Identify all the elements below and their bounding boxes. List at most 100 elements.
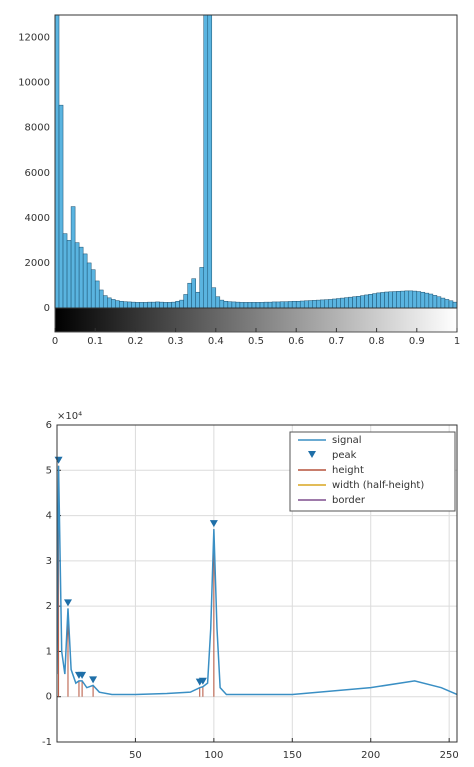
histogram-bar [94,280,100,308]
histogram-bar [135,302,140,308]
histogram-bar [175,300,180,308]
legend-swatch [308,451,316,458]
histogram-bar [251,302,257,308]
x-tick-label: 250 [440,750,459,761]
histogram-bar [388,291,393,308]
y-tick-label: 3 [46,556,52,567]
histogram-bar [86,262,92,308]
peak-marker [89,676,98,684]
histogram-bar [123,301,128,308]
y-tick-label: 6 [46,420,52,431]
histogram-bar [195,291,200,308]
histogram-bar [291,300,297,308]
histogram-bar [303,300,309,308]
histogram-bar [432,295,438,308]
histogram-bar [211,287,217,308]
histogram-bar [231,301,237,308]
histogram-bar [267,301,273,308]
plot-content [57,465,457,697]
histogram-bar [364,294,369,308]
legend-label: height [332,465,364,476]
histogram-bar [58,104,64,308]
histogram-bar [408,290,414,308]
histogram-bar [396,291,401,308]
peak-marker [63,599,72,607]
histogram-bar [344,297,349,308]
histogram-bar [384,291,389,308]
histogram-bar [235,301,241,308]
histogram-bar [312,300,317,308]
y-tick-label: 1 [46,646,52,657]
x-tick-label: 0.3 [168,336,184,347]
histogram-bar [360,295,365,308]
histogram-bar [372,293,377,308]
histogram-bar [444,299,450,308]
histogram-bar [263,301,269,308]
histogram-bar [404,290,410,308]
histogram-bar [452,301,457,308]
histogram-bar [55,15,60,308]
x-tick-label: 0.8 [369,336,385,347]
histogram-bar [440,297,446,308]
histogram-bar [147,301,152,308]
histogram-bar [283,301,289,308]
histogram-bar [131,301,136,308]
histogram-bar [159,301,164,308]
x-tick-label: 0.5 [248,336,264,347]
y-tick-label: 4000 [25,213,50,224]
histogram-bar [187,282,192,308]
peak-marker [78,671,87,679]
plot-area [55,15,457,308]
histogram-bar [324,299,329,308]
y-tick-label: 2000 [25,258,50,269]
axes-frame [56,424,458,743]
histogram-bar [259,302,265,308]
y-tick-label: 6000 [25,168,50,179]
histogram-bar [352,296,357,308]
histogram-bar [416,291,422,308]
x-tick-label: 0.6 [288,336,304,347]
histogram-bar [412,290,418,308]
y-tick-label: 0 [46,692,52,703]
histogram-bar [191,278,196,308]
y-tick-label: 4 [46,511,52,522]
histogram-bar [332,298,337,308]
y-tick-label: 2 [46,601,52,612]
histogram-bar [203,15,209,308]
histogram-bar [199,267,204,308]
x-tick-label: 0.1 [87,336,103,347]
histogram-bar [62,233,68,308]
y-tick-label: 0 [44,303,50,314]
axis-exponent: ×10⁴ [57,411,82,422]
histogram-bar [255,302,261,308]
histogram-bar [155,301,160,308]
histogram-bar [78,246,84,308]
axes-frame [54,14,458,309]
histogram-bar [219,299,225,308]
histogram-bar [428,293,434,308]
histogram-bar [207,15,213,308]
histogram-bar [167,302,172,308]
histogram-bar [420,291,426,308]
histogram-bar [328,299,333,308]
histogram-bar [74,242,80,308]
y-tick-label: 12000 [18,33,50,44]
histogram-bar [215,296,221,308]
y-tick-label: 5 [46,465,52,476]
histogram-bar [356,296,361,308]
histogram-bar [368,294,373,308]
y-tick-label: 10000 [18,78,50,89]
x-tick-label: 0 [52,336,58,347]
x-tick-label: 50 [129,750,142,761]
histogram-bar [279,301,285,308]
histogram-bar [271,301,277,308]
histogram-bar [90,269,96,308]
x-tick-label: 0.4 [208,336,224,347]
histogram-bar [340,297,345,308]
histogram-bar [223,300,229,308]
histogram-bar [66,240,72,308]
histogram-bar [400,290,405,308]
histogram-bar [448,300,454,308]
histogram-bar [151,301,156,308]
histogram-bar [299,300,305,308]
